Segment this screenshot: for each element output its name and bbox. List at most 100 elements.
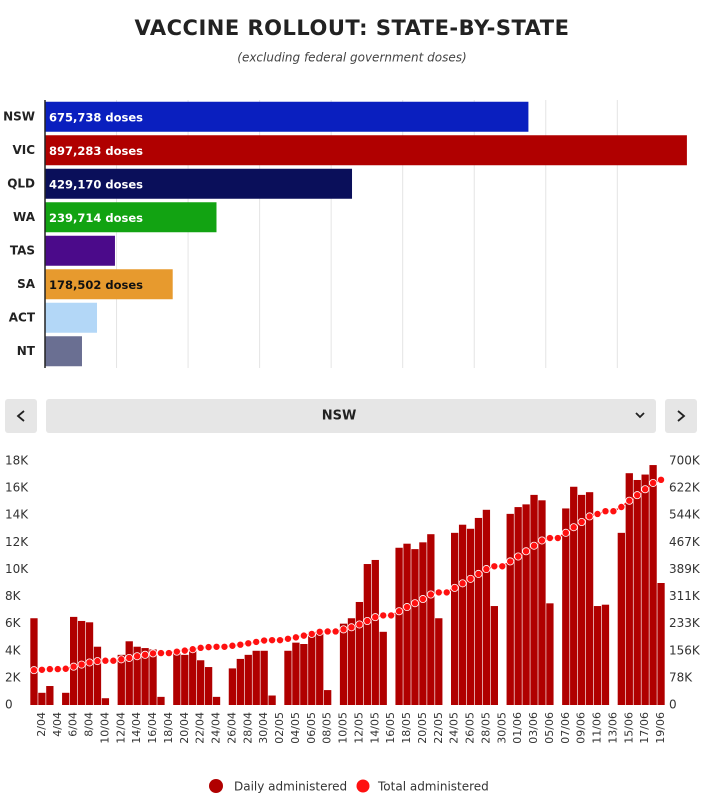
category-label: TAS — [10, 243, 35, 257]
daily-bar — [324, 690, 332, 705]
total-point — [172, 647, 181, 656]
daily-bar — [474, 517, 483, 705]
daily-bar — [347, 618, 356, 705]
daily-bar — [641, 474, 649, 705]
x-tick-label: 26/05 — [464, 712, 477, 744]
daily-bar — [46, 686, 54, 705]
x-tick-label: 20/04 — [178, 712, 191, 744]
total-point — [196, 643, 205, 652]
total-point — [363, 616, 372, 625]
total-point — [553, 534, 562, 543]
y-tick-label: 0 — [5, 698, 13, 712]
total-point — [109, 656, 118, 665]
daily-bar — [562, 508, 570, 705]
daily-bar — [252, 650, 260, 705]
category-label: NT — [17, 344, 36, 358]
title: VACCINE ROLLOUT: STATE-BY-STATE — [135, 16, 570, 40]
total-point — [291, 633, 300, 642]
total-point — [77, 660, 86, 669]
x-tick-label: 13/06 — [606, 712, 619, 744]
total-point — [141, 650, 150, 659]
daily-bar — [522, 504, 530, 705]
state-dropdown[interactable]: NSW — [46, 399, 656, 433]
y-tick-label: 12K — [5, 535, 29, 549]
daily-bar — [514, 507, 522, 705]
total-point — [268, 636, 277, 645]
x-tick-label: 22/05 — [432, 712, 445, 744]
daily-bar — [173, 652, 181, 705]
y2-tick-label: 0 — [669, 698, 677, 712]
daily-bar — [197, 660, 205, 705]
daily-bar — [363, 564, 371, 705]
total-point — [260, 636, 269, 645]
total-point — [649, 478, 658, 487]
value-label: 675,738 doses — [49, 110, 143, 124]
y-tick-label: 8K — [5, 589, 22, 603]
total-point — [426, 590, 435, 599]
daily-bar — [490, 606, 498, 705]
x-tick-label: 14/04 — [130, 712, 143, 744]
daily-bar — [371, 559, 379, 705]
x-tick-label: 24/05 — [448, 712, 461, 744]
x-tick-label: 22/04 — [194, 712, 207, 744]
total-point — [379, 611, 388, 620]
total-point — [498, 562, 507, 571]
next-button-bg[interactable] — [665, 399, 697, 433]
daily-bar — [316, 633, 324, 705]
daily-bar — [427, 534, 435, 705]
total-point — [212, 642, 221, 651]
daily-bar — [292, 642, 300, 705]
y-tick-label: 16K — [5, 481, 29, 495]
category-label: QLD — [7, 176, 35, 190]
daily-bar — [578, 494, 586, 705]
total-point — [315, 627, 324, 636]
y2-tick-label: 467K — [669, 535, 701, 549]
next-icon — [677, 410, 686, 422]
daily-bar — [339, 623, 348, 705]
x-tick-label: 2/04 — [35, 712, 48, 737]
x-tick-label: 12/04 — [114, 712, 127, 744]
x-tick-label: 30/05 — [495, 712, 508, 744]
total-point — [371, 613, 380, 622]
total-point — [53, 665, 62, 674]
category-label: WA — [13, 210, 36, 224]
y2-tick-label: 78K — [669, 670, 693, 684]
y2-tick-label: 156K — [669, 643, 701, 657]
prev-button-bg[interactable] — [5, 399, 37, 433]
bar — [45, 202, 217, 233]
daily-bar — [189, 649, 197, 705]
total-point — [434, 588, 443, 597]
bar — [45, 235, 115, 266]
total-point — [403, 603, 412, 612]
x-tick-label: 18/04 — [162, 712, 175, 744]
total-point — [506, 557, 515, 566]
total-point — [418, 595, 427, 604]
bar — [45, 336, 82, 367]
daily-bar — [157, 696, 165, 705]
daily-bar — [181, 654, 189, 705]
daily-bar — [228, 668, 237, 705]
total-point — [657, 475, 666, 484]
total-point — [252, 637, 261, 646]
x-tick-label: 08/05 — [321, 712, 334, 744]
prev-button[interactable] — [5, 399, 37, 433]
daily-bar — [141, 648, 149, 705]
daily-bar — [419, 542, 427, 705]
next-button[interactable] — [665, 399, 697, 433]
total-point — [85, 658, 94, 667]
total-point — [220, 642, 229, 651]
daily-bar — [101, 698, 110, 705]
total-point — [593, 509, 602, 518]
daily-bar — [657, 583, 665, 705]
total-point — [585, 512, 594, 521]
total-point — [347, 623, 356, 632]
x-tick-label: 12/05 — [352, 712, 365, 744]
total-point — [450, 583, 459, 592]
total-point — [355, 620, 364, 629]
total-point — [61, 664, 70, 673]
dropdown-bg[interactable] — [46, 399, 656, 433]
daily-bar — [355, 601, 364, 705]
x-tick-label: 17/06 — [638, 712, 651, 744]
daily-bar — [244, 654, 252, 705]
total-point — [299, 631, 308, 640]
